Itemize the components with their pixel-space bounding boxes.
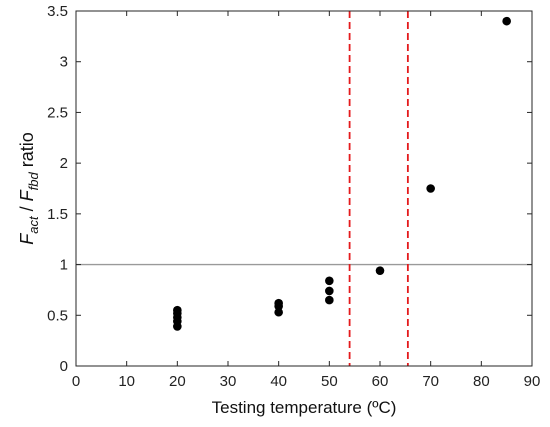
y-title-f2: F <box>17 189 37 201</box>
y-tick-label: 1.5 <box>47 206 68 223</box>
x-tick-label: 0 <box>72 373 80 390</box>
x-tick-label: 90 <box>524 373 541 390</box>
x-tick-label: 30 <box>220 373 237 390</box>
y-axis-title: Fact / Ffbd ratio <box>17 132 41 244</box>
y-axis-ticks: 0 0.5 1 1.5 2 2.5 3 3.5 <box>47 3 532 375</box>
y-tick-label: 0 <box>60 358 68 375</box>
x-tick-label: 50 <box>321 373 338 390</box>
y-title-suffix: ratio <box>17 132 37 172</box>
data-point <box>274 298 283 308</box>
data-point <box>502 16 511 26</box>
y-tick-label: 3 <box>60 54 68 71</box>
y-title-sub1: act <box>26 215 41 234</box>
x-tick-label: 40 <box>270 373 287 390</box>
data-point <box>426 184 435 193</box>
x-axis-ticks: 0 10 20 30 40 50 60 70 80 90 <box>72 11 541 390</box>
data-point <box>173 305 182 315</box>
plot-frame <box>75 10 533 367</box>
x-tick-label: 80 <box>473 373 490 390</box>
y-title-sub2: fbd <box>26 172 41 191</box>
y-tick-label: 2 <box>60 155 68 172</box>
data-points <box>173 16 511 331</box>
x-tick-label: 70 <box>422 373 439 390</box>
data-point <box>325 276 334 286</box>
y-tick-label: 0.5 <box>47 307 68 324</box>
x-tick-label: 60 <box>372 373 389 390</box>
y-title-f1: F <box>17 233 37 245</box>
y-tick-label: 2.5 <box>47 104 68 121</box>
reference-lines <box>76 11 532 366</box>
y-title-sep: / <box>17 201 37 216</box>
y-tick-label: 1 <box>60 257 68 274</box>
x-tick-label: 10 <box>118 373 135 390</box>
data-point <box>325 286 334 296</box>
y-tick-label: 3.5 <box>47 3 68 20</box>
data-point <box>375 266 385 275</box>
data-point <box>325 295 334 305</box>
x-tick-label: 20 <box>169 373 186 390</box>
data-point <box>274 307 283 317</box>
x-axis-title: Testing temperature (ºC) <box>212 398 397 417</box>
